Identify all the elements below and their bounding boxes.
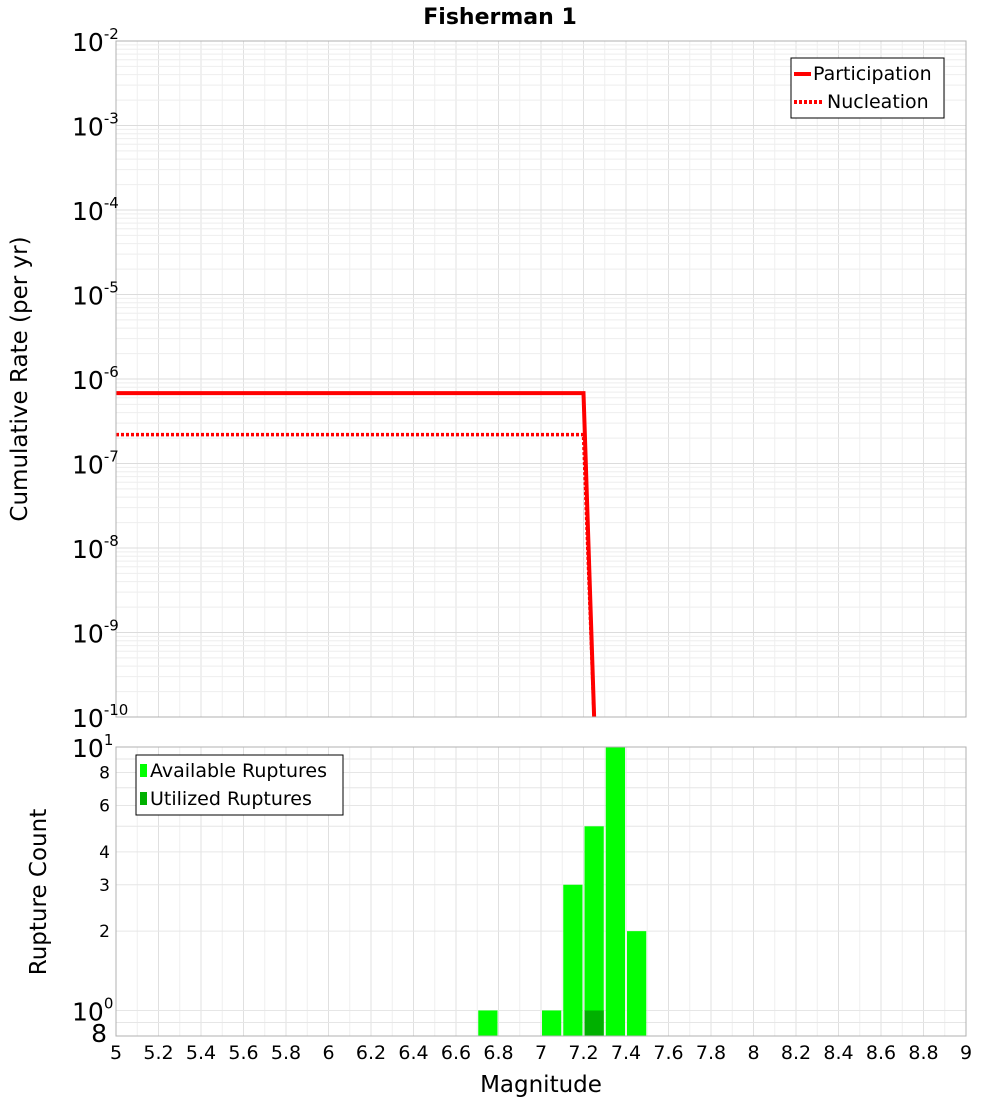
rate-y-tick-label: 10-8 (72, 532, 119, 564)
utilized-legend-swatch (140, 792, 147, 805)
utilized-rupture-bar (584, 1010, 604, 1036)
rate-y-tick-label: 10-7 (72, 448, 119, 480)
rate-y-tick-label: 10-5 (72, 279, 119, 311)
magnitude-tick-label: 6.4 (398, 1042, 428, 1064)
magnitude-tick-label: 6.6 (441, 1042, 471, 1064)
count-y-tick-label: 4 (99, 843, 110, 863)
magnitude-tick-label: 5.6 (228, 1042, 258, 1064)
rate-panel: 10-2 10-3 10-4 10-5 10-6 10-7 10-8 10-9 10-10 Cu… (7, 25, 967, 733)
magnitude-tick-label: 8.6 (866, 1042, 896, 1064)
available-rupture-bar (478, 1010, 498, 1036)
magnitude-tick-label: 7 (535, 1042, 547, 1064)
rate-y-tick-label: 10-6 (72, 363, 119, 395)
magnitude-tick-label: 6 (322, 1042, 334, 1064)
magnitude-tick-label: 8.8 (908, 1042, 938, 1064)
magnitude-tick-label: 7.8 (696, 1042, 726, 1064)
count-y-decade-label: 100 (72, 994, 113, 1026)
magnitude-tick-label: 7.2 (568, 1042, 598, 1064)
magnitude-tick-label: 8.2 (781, 1042, 811, 1064)
rate-plot-frame (115, 40, 967, 718)
magnitude-tick-labels: 5 5.2 5.4 5.6 5.8 6 6.2 6.4 6.6 6.8 7 7.2 7.4 7.6 7.8 8… (110, 1042, 972, 1064)
magnitude-tick-label: 5.2 (143, 1042, 173, 1064)
rate-legend: Participation Nucleation (790, 57, 945, 119)
nucleation-legend-label: Nucleation (827, 91, 929, 113)
rate-y-axis-title: Cumulative Rate (per yr) (7, 236, 33, 521)
available-rupture-bar (605, 747, 625, 1036)
magnitude-tick-label: 7.4 (611, 1042, 641, 1064)
magnitude-tick-label: 6.2 (356, 1042, 386, 1064)
magnitude-axis-title: Magnitude (480, 1072, 602, 1098)
rate-y-tick-label: 10-4 (72, 194, 119, 226)
available-legend-label: Available Ruptures (150, 760, 327, 782)
magnitude-tick-label: 6.8 (483, 1042, 513, 1064)
count-bars (478, 747, 647, 1036)
count-y-tick-label: 6 (99, 796, 110, 816)
rate-legend-box (790, 57, 945, 119)
rate-y-tick-label: 10-10 (72, 701, 128, 733)
magnitude-tick-label: 5.4 (186, 1042, 216, 1064)
magnitude-tick-label: 5 (110, 1042, 122, 1064)
count-y-axis-title: Rupture Count (26, 809, 52, 975)
rate-y-tick-label: 10-3 (72, 110, 119, 142)
available-rupture-bar (542, 1010, 562, 1036)
magnitude-tick-label: 7.6 (653, 1042, 683, 1064)
count-y-tick-label: 3 (99, 876, 110, 896)
available-rupture-bar (627, 931, 647, 1036)
utilized-legend-label: Utilized Ruptures (150, 788, 312, 810)
rate-y-tick-label: 10-9 (72, 617, 119, 649)
available-rupture-bar (563, 884, 583, 1036)
available-legend-swatch (140, 764, 147, 777)
magnitude-tick-label: 9 (960, 1042, 972, 1064)
magnitude-tick-label: 8.4 (823, 1042, 853, 1064)
rate-series (116, 391, 597, 718)
available-rupture-bar (584, 826, 604, 1036)
count-y-tick-label: 8 (99, 764, 110, 784)
rate-gridlines (115, 41, 967, 718)
rate-y-tick-label: 10-2 (72, 25, 119, 57)
count-legend-box (135, 754, 344, 816)
count-y-tick-label: 8 (91, 1019, 107, 1048)
chart-title: Fisherman 1 (423, 5, 577, 30)
magnitude-tick-label: 5.8 (271, 1042, 301, 1064)
magnitude-tick-label: 8 (747, 1042, 759, 1064)
nucleation-line (116, 432, 596, 718)
count-y-tick-label: 2 (99, 922, 110, 942)
participation-legend-label: Participation (813, 63, 932, 85)
count-plot-frame (115, 746, 967, 1037)
count-y-decade-label: 101 (72, 731, 113, 763)
count-legend: Available Ruptures Utilized Ruptures (135, 754, 344, 816)
